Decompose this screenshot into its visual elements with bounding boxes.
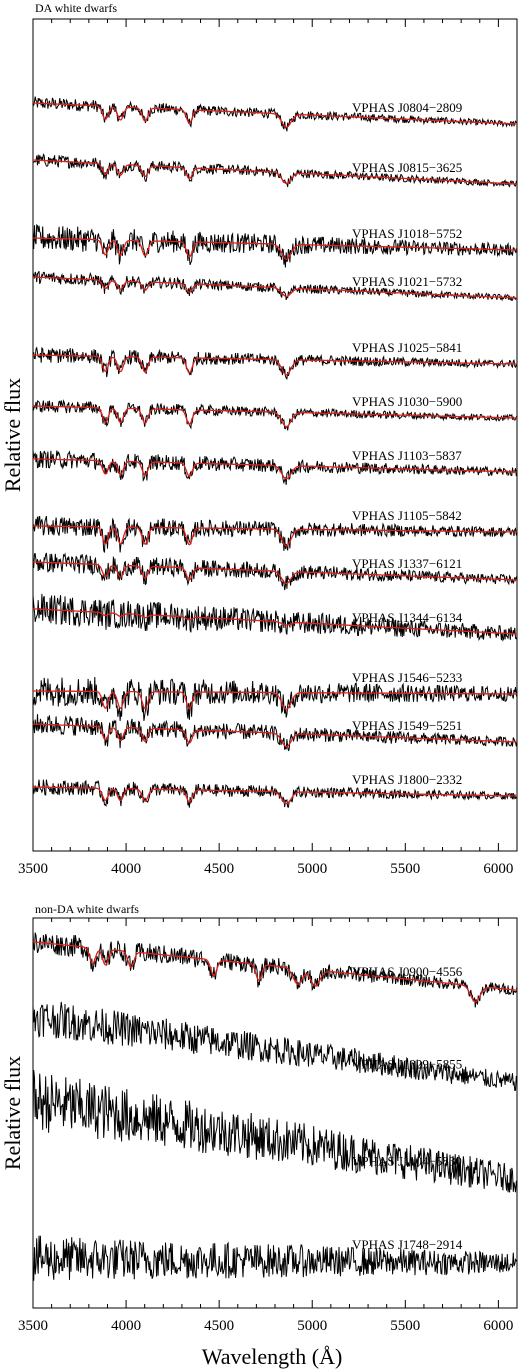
star-label: VPHAS J1344−6134 bbox=[352, 610, 463, 625]
observed-spectrum bbox=[32, 1001, 518, 1091]
y-axis-label-top: Relative flux bbox=[0, 378, 25, 492]
x-axis-non-da: 3500 4000 4500 5000 5500 6000 bbox=[18, 918, 513, 1334]
x-tick-label: 4000 bbox=[111, 861, 141, 877]
observed-spectrum bbox=[32, 270, 518, 302]
non-da-white-dwarfs-panel: non-DA white dwarfs VPHAS J0900−4556VPHA… bbox=[18, 902, 518, 1334]
panel-title-non-da: non-DA white dwarfs bbox=[35, 902, 139, 916]
x-tick-label: 3500 bbox=[18, 1318, 48, 1334]
spectra-group-da bbox=[32, 96, 518, 808]
observed-spectrum bbox=[32, 714, 518, 752]
observed-spectrum bbox=[32, 1070, 518, 1193]
model-fit-line bbox=[33, 525, 517, 547]
x-tick-label: 5500 bbox=[390, 861, 420, 877]
model-fit-line bbox=[33, 723, 517, 748]
star-label: VPHAS J1549−5251 bbox=[352, 718, 462, 733]
observed-spectrum bbox=[32, 779, 518, 808]
star-label: VPHAS J1748−2914 bbox=[352, 1237, 463, 1252]
observed-spectrum bbox=[32, 593, 518, 642]
observed-spectrum bbox=[32, 931, 518, 1008]
observed-spectrum bbox=[32, 153, 518, 188]
x-tick-label: 4500 bbox=[204, 1318, 234, 1334]
model-fit-line bbox=[33, 561, 517, 585]
star-label: VPHAS J1025−5841 bbox=[352, 340, 462, 355]
observed-spectrum bbox=[32, 1235, 518, 1281]
observed-spectrum bbox=[32, 552, 518, 591]
observed-spectrum bbox=[32, 676, 518, 721]
model-fit-line bbox=[33, 405, 517, 428]
model-fit-line bbox=[33, 159, 517, 185]
observed-spectrum bbox=[32, 515, 518, 553]
model-fit-line bbox=[32, 941, 518, 1003]
x-tick-label: 5000 bbox=[297, 1318, 327, 1334]
model-fit-line bbox=[33, 608, 517, 635]
star-label: VPHAS J0804−2809 bbox=[352, 100, 462, 115]
model-fit-line bbox=[33, 237, 517, 260]
star-label: VPHAS J1103−5837 bbox=[352, 448, 462, 463]
star-label: VPHAS J1105−5842 bbox=[352, 508, 462, 523]
star-label: VPHAS J1021−5732 bbox=[352, 274, 462, 289]
x-axis-da: 3500 4000 4500 5000 5500 6000 bbox=[18, 19, 513, 877]
x-tick-label: 5000 bbox=[297, 861, 327, 877]
spectra-group-non-da bbox=[32, 931, 518, 1281]
y-axis-label-bottom: Relative flux bbox=[0, 1056, 25, 1170]
x-tick-label: 5500 bbox=[390, 1318, 420, 1334]
star-label: VPHAS J1104−5830 bbox=[352, 1153, 462, 1168]
model-fit-line bbox=[33, 458, 517, 480]
star-label: VPHAS J1800−2332 bbox=[352, 772, 462, 787]
star-label: VPHAS J1030−5900 bbox=[352, 394, 462, 409]
star-label: VPHAS J1337−6121 bbox=[352, 556, 462, 571]
panel-title-da: DA white dwarfs bbox=[35, 1, 117, 15]
observed-spectrum bbox=[32, 449, 518, 485]
x-tick-label: 6000 bbox=[483, 1318, 513, 1334]
star-label: VPHAS J1029−5855 bbox=[352, 1057, 462, 1072]
x-axis-label: Wavelength (Å) bbox=[202, 1344, 343, 1369]
star-labels-da: VPHAS J0804−2809 VPHAS J0815−3625 VPHAS J1… bbox=[352, 100, 463, 787]
model-fit-line bbox=[33, 786, 517, 805]
x-tick-label: 4000 bbox=[111, 1318, 141, 1334]
x-tick-label: 4500 bbox=[204, 861, 234, 877]
star-label: VPHAS J1546−5233 bbox=[352, 670, 462, 685]
star-label: VPHAS J0815−3625 bbox=[352, 160, 462, 175]
x-tick-label: 3500 bbox=[18, 861, 48, 877]
star-labels-non-da: VPHAS J0900−4556 VPHAS J1029−5855 VPHAS J1… bbox=[352, 964, 463, 1252]
star-label: VPHAS J0900−4556 bbox=[352, 964, 463, 979]
model-fit-line bbox=[33, 690, 517, 711]
x-tick-label: 6000 bbox=[483, 861, 513, 877]
star-label: VPHAS J1018−5752 bbox=[352, 226, 462, 241]
model-fit-line bbox=[33, 354, 517, 376]
model-fit-line bbox=[33, 102, 517, 128]
model-fit-line bbox=[33, 276, 517, 299]
